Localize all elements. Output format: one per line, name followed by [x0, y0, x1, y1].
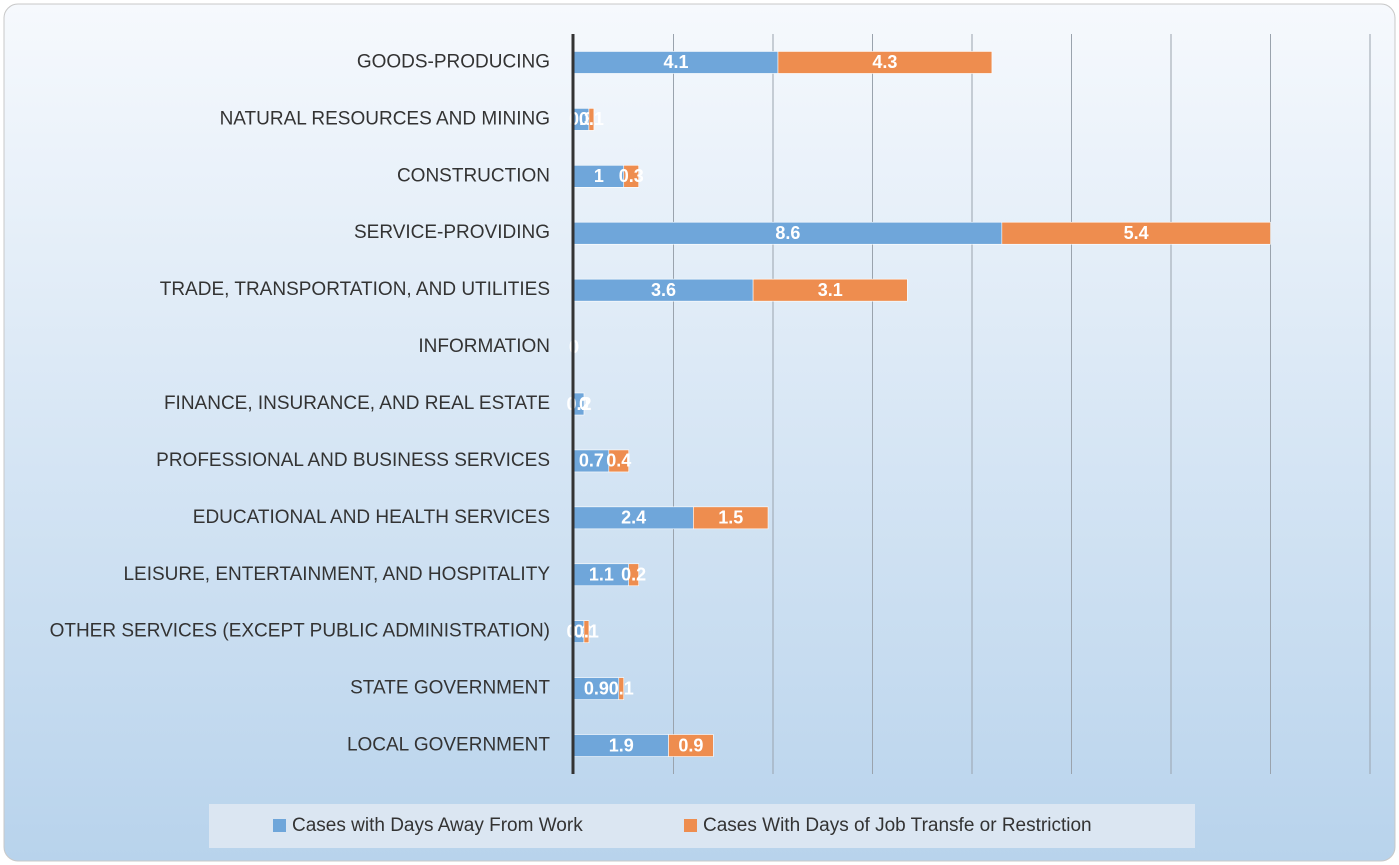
value-label: 1.5	[718, 508, 743, 528]
bar-segment	[618, 677, 625, 700]
legend-box	[209, 804, 1195, 848]
value-label: 0.3	[619, 166, 644, 186]
bar-segment	[752, 278, 908, 302]
y-tick-label: CONSTRUCTION	[397, 165, 550, 186]
legend-swatch	[273, 819, 286, 832]
value-label: 2.4	[621, 508, 646, 528]
value-label: 0.3	[569, 109, 594, 129]
legend-label: Cases With Days of Job Transfe or Restri…	[703, 815, 1092, 836]
value-label: 4.1	[663, 52, 688, 72]
y-tick-label: TRADE, TRANSPORTATION, AND UTILITIES	[160, 279, 550, 300]
y-tick-label: OTHER SERVICES (EXCEPT PUBLIC ADMINISTRA…	[50, 621, 550, 642]
bar-segment	[583, 620, 590, 643]
bar-segment	[668, 734, 714, 757]
bar-segment	[693, 506, 769, 530]
y-tick-label: SERVICE-PROVIDING	[354, 222, 550, 243]
value-label: 0.1	[579, 109, 604, 129]
y-tick-label: STATE GOVERNMENT	[350, 678, 550, 699]
value-label: 0.2	[621, 565, 646, 585]
bar-segment	[588, 108, 595, 131]
bar-segment	[608, 449, 630, 473]
legend-swatch	[684, 819, 697, 832]
y-tick-label: NATURAL RESOURCES AND MINING	[220, 108, 550, 129]
value-label: 0.7	[579, 451, 604, 471]
value-label: 1	[594, 166, 604, 186]
value-label: 5.4	[1124, 223, 1149, 243]
y-tick-label: FINANCE, INSURANCE, AND REAL ESTATE	[164, 393, 550, 414]
value-label: 0.9	[584, 678, 609, 698]
y-tick-label: LEISURE, ENTERTAINMENT, AND HOSPITALITY	[123, 564, 550, 585]
chart-background	[3, 3, 1396, 862]
y-tick-label: PROFESSIONAL AND BUSINESS SERVICES	[156, 450, 550, 471]
value-label: 3.6	[651, 280, 676, 300]
y-tick-label: LOCAL GOVERNMENT	[347, 735, 550, 756]
bar-segment	[1001, 221, 1271, 245]
bar-segment	[777, 51, 993, 74]
y-tick-label: EDUCATIONAL AND HEALTH SERVICES	[193, 507, 550, 528]
value-label: 4.3	[872, 52, 897, 72]
value-label: 1.1	[589, 565, 614, 585]
y-tick-label: INFORMATION	[418, 336, 550, 357]
value-label: 0	[579, 394, 589, 414]
value-label: 3.1	[818, 280, 843, 300]
value-label: 0.1	[609, 678, 634, 698]
value-label: 0.9	[678, 735, 703, 755]
bar-segment	[628, 563, 639, 587]
value-label: 0.4	[606, 451, 631, 471]
value-label: 8.6	[775, 223, 800, 243]
y-tick-label: GOODS-PRODUCING	[357, 51, 550, 72]
legend-label: Cases with Days Away From Work	[292, 815, 583, 836]
value-label: 1.9	[609, 735, 634, 755]
value-label: 0.1	[574, 621, 599, 641]
bar-segment	[623, 165, 639, 188]
